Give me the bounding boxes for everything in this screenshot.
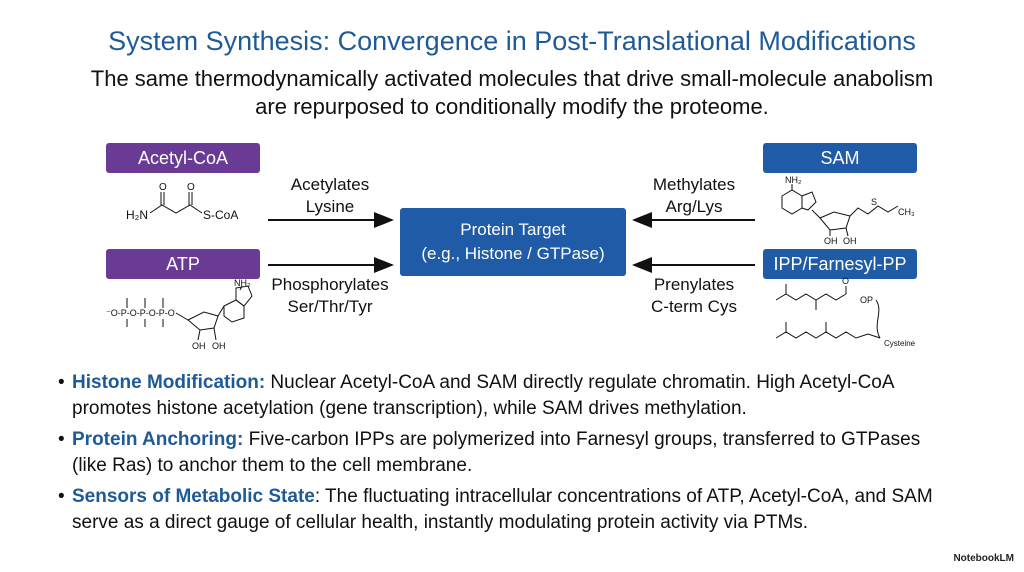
bullet: Protein Anchoring: Five-carbon IPPs are … — [58, 427, 958, 479]
action-line: Acetylates — [290, 175, 370, 194]
bullet: Histone Modification: Nuclear Acetyl-CoA… — [58, 370, 958, 422]
action-line: C-term Cys — [651, 297, 737, 316]
atom-label: ⁻O-P-O-P-O-P-O — [106, 308, 175, 318]
bullet-text: Five-carbon IPPs are polymerized into Fa… — [72, 429, 921, 476]
brand: NotebookLM — [953, 553, 1014, 564]
atom-label: OH — [843, 236, 857, 246]
atom-label: CH₃ — [898, 207, 915, 217]
donor-box: Acetyl-CoA — [106, 143, 260, 173]
atom-label: H₂N — [126, 208, 148, 222]
atom-label: OH — [212, 341, 226, 351]
action-line: Phosphorylates — [271, 275, 389, 294]
action-line: Methylates — [652, 175, 736, 194]
atom-label: OH — [824, 236, 838, 246]
donor-box: ATP — [106, 249, 260, 279]
target-line: Protein Target — [460, 220, 566, 239]
title: System Synthesis: Convergence in Post-Tr… — [108, 26, 916, 56]
bullet-heading: Protein Anchoring: — [72, 429, 244, 450]
subtitle: The same thermodynamically activated mol… — [90, 66, 934, 91]
bullet-heading: Histone Modification: — [72, 372, 266, 393]
donor-box: IPP/Farnesyl-PP — [763, 249, 917, 279]
atom-label: O — [842, 276, 849, 286]
atom-label: Cysteine — [884, 339, 916, 348]
action-line: Ser/Thr/Tyr — [287, 297, 373, 316]
bullet-text: Nuclear Acetyl-CoA and SAM directly regu… — [72, 372, 894, 419]
atom-label: OP — [860, 295, 873, 305]
action-label: Acetylates Lysine — [255, 174, 405, 218]
atom-label: S-CoA — [203, 208, 238, 222]
bullet-heading: Sensors of Metabolic State — [72, 486, 315, 507]
action-label: Prenylates C-term Cys — [619, 274, 769, 318]
atom-label: O — [159, 182, 167, 193]
bullet-list: Histone Modification: Nuclear Acetyl-CoA… — [58, 370, 958, 541]
atom-label: OH — [192, 341, 206, 351]
structure: ⁻O-P-O-P-O-P-O NH₂ OH OH — [106, 278, 253, 351]
action-line: Lysine — [305, 197, 355, 216]
structure: NH₂ S CH₃ OH OH — [781, 175, 915, 246]
structure: O OP Cysteine — [775, 276, 916, 348]
subtitle: are repurposed to conditionally modify t… — [255, 94, 769, 119]
atom-label: O — [187, 182, 195, 193]
diagram-graphics: O O H₂N S-CoA ⁻O-P-O-P-O-P-O NH₂ OH OH N… — [106, 175, 916, 351]
atom-label: NH₂ — [234, 278, 251, 288]
donor-box: SAM — [763, 143, 917, 173]
action-line: Prenylates — [653, 275, 735, 294]
structure: O O H₂N S-CoA — [126, 182, 238, 222]
bullet: Sensors of Metabolic State: The fluctuat… — [58, 484, 958, 536]
atom-label: S — [871, 197, 877, 207]
target-box: Protein Target (e.g., Histone / GTPase) — [400, 208, 626, 276]
action-label: Methylates Arg/Lys — [619, 174, 769, 218]
target-line: (e.g., Histone / GTPase) — [421, 244, 605, 263]
action-label: Phosphorylates Ser/Thr/Tyr — [255, 274, 405, 318]
bullet-text: : The fluctuating intracellular concentr… — [72, 486, 933, 533]
atom-label: NH₂ — [785, 175, 802, 185]
action-line: Arg/Lys — [665, 197, 723, 216]
